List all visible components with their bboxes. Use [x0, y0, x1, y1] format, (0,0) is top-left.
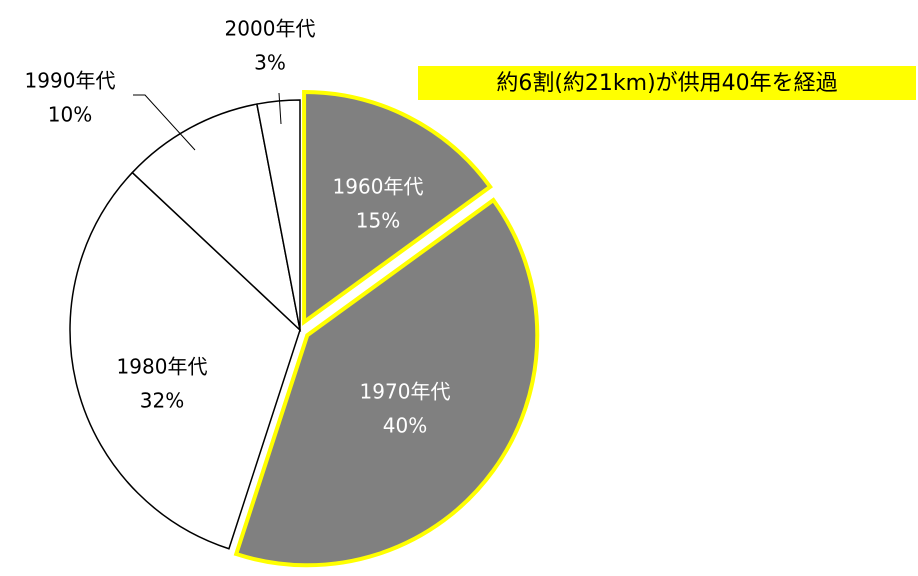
- annotation: 約6割(約21km)が供用40年を経過: [496, 71, 837, 96]
- slice-category-label: 1990年代: [25, 69, 116, 93]
- pie-slice: [131, 103, 302, 333]
- slice-value-label: 40%: [383, 414, 427, 438]
- slice-value-label: 32%: [140, 389, 184, 413]
- slice-value-label: 15%: [356, 209, 400, 233]
- pie-slice: [69, 171, 301, 550]
- annotation-background: [418, 66, 916, 100]
- pie-slice: [233, 197, 540, 568]
- slice-category-label: 1970年代: [360, 380, 451, 404]
- pie-slice: [302, 89, 493, 326]
- slice-category-label: 2000年代: [225, 17, 316, 41]
- leader-line: [278, 92, 282, 125]
- slice-category-label: 1960年代: [333, 175, 424, 199]
- leader-line: [133, 94, 196, 151]
- slice-category-label: 1980年代: [117, 355, 208, 379]
- slice-value-label: 3%: [254, 51, 286, 75]
- pie-slice: [256, 99, 301, 331]
- slice-value-label: 10%: [48, 103, 92, 127]
